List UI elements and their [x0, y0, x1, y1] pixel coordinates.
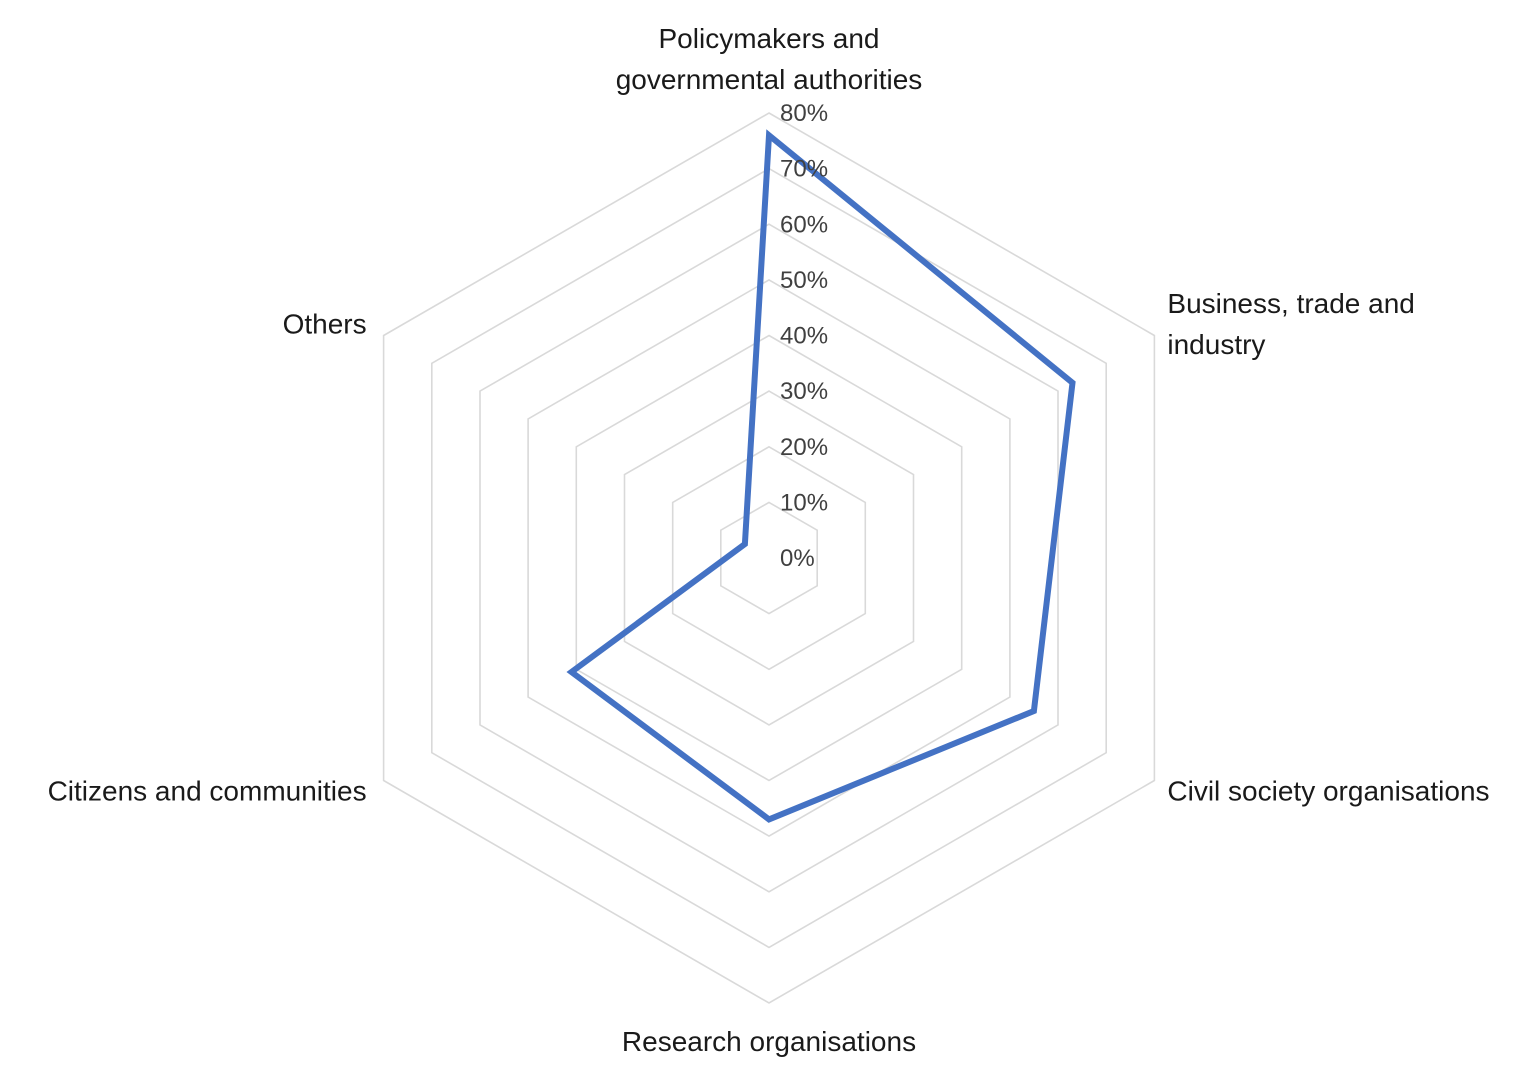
- tick-label: 60%: [780, 211, 828, 238]
- category-label: Others: [283, 309, 367, 340]
- grid-ring: [719, 501, 819, 615]
- grid-ring: [527, 278, 1011, 838]
- tick-label: 0%: [780, 545, 815, 572]
- category-label-line: Others: [283, 309, 367, 340]
- category-label-line: Citizens and communities: [48, 776, 367, 807]
- grid-ring: [575, 334, 963, 782]
- category-label-line: Business, trade and: [1167, 288, 1415, 319]
- series-layer: [566, 129, 1076, 823]
- grid-layer: [382, 112, 1156, 1004]
- category-labels: Policymakers and governmental authorities…: [48, 23, 1490, 1057]
- category-label: Citizens and communities: [48, 776, 367, 807]
- category-label: Business, trade and industry: [1167, 288, 1415, 360]
- grid-ring: [430, 167, 1107, 949]
- category-label-line: Policymakers and: [659, 23, 880, 54]
- tick-label: 50%: [780, 267, 828, 294]
- tick-label: 30%: [780, 378, 828, 405]
- grid-ring: [382, 112, 1156, 1004]
- category-label: Policymakers and governmental authorities: [616, 23, 923, 95]
- category-label-line: industry: [1167, 329, 1265, 360]
- tick-label: 70%: [780, 156, 828, 183]
- tick-label: 10%: [780, 489, 828, 516]
- tick-labels: 0% 10% 20% 30% 40% 50% 60% 70% 80%: [780, 100, 828, 572]
- tick-label: 80%: [780, 100, 828, 127]
- category-label-line: governmental authorities: [616, 64, 923, 95]
- grid-ring: [671, 445, 867, 671]
- tick-label: 20%: [780, 434, 828, 461]
- tick-label: 40%: [780, 323, 828, 350]
- category-label: Civil society organisations: [1167, 776, 1489, 807]
- grid-ring: [479, 223, 1059, 893]
- category-label-line: Civil society organisations: [1167, 776, 1489, 807]
- series-line: [566, 129, 1076, 823]
- grid-ring: [623, 390, 915, 726]
- category-label-line: Research organisations: [622, 1026, 916, 1057]
- category-label: Research organisations: [622, 1026, 916, 1057]
